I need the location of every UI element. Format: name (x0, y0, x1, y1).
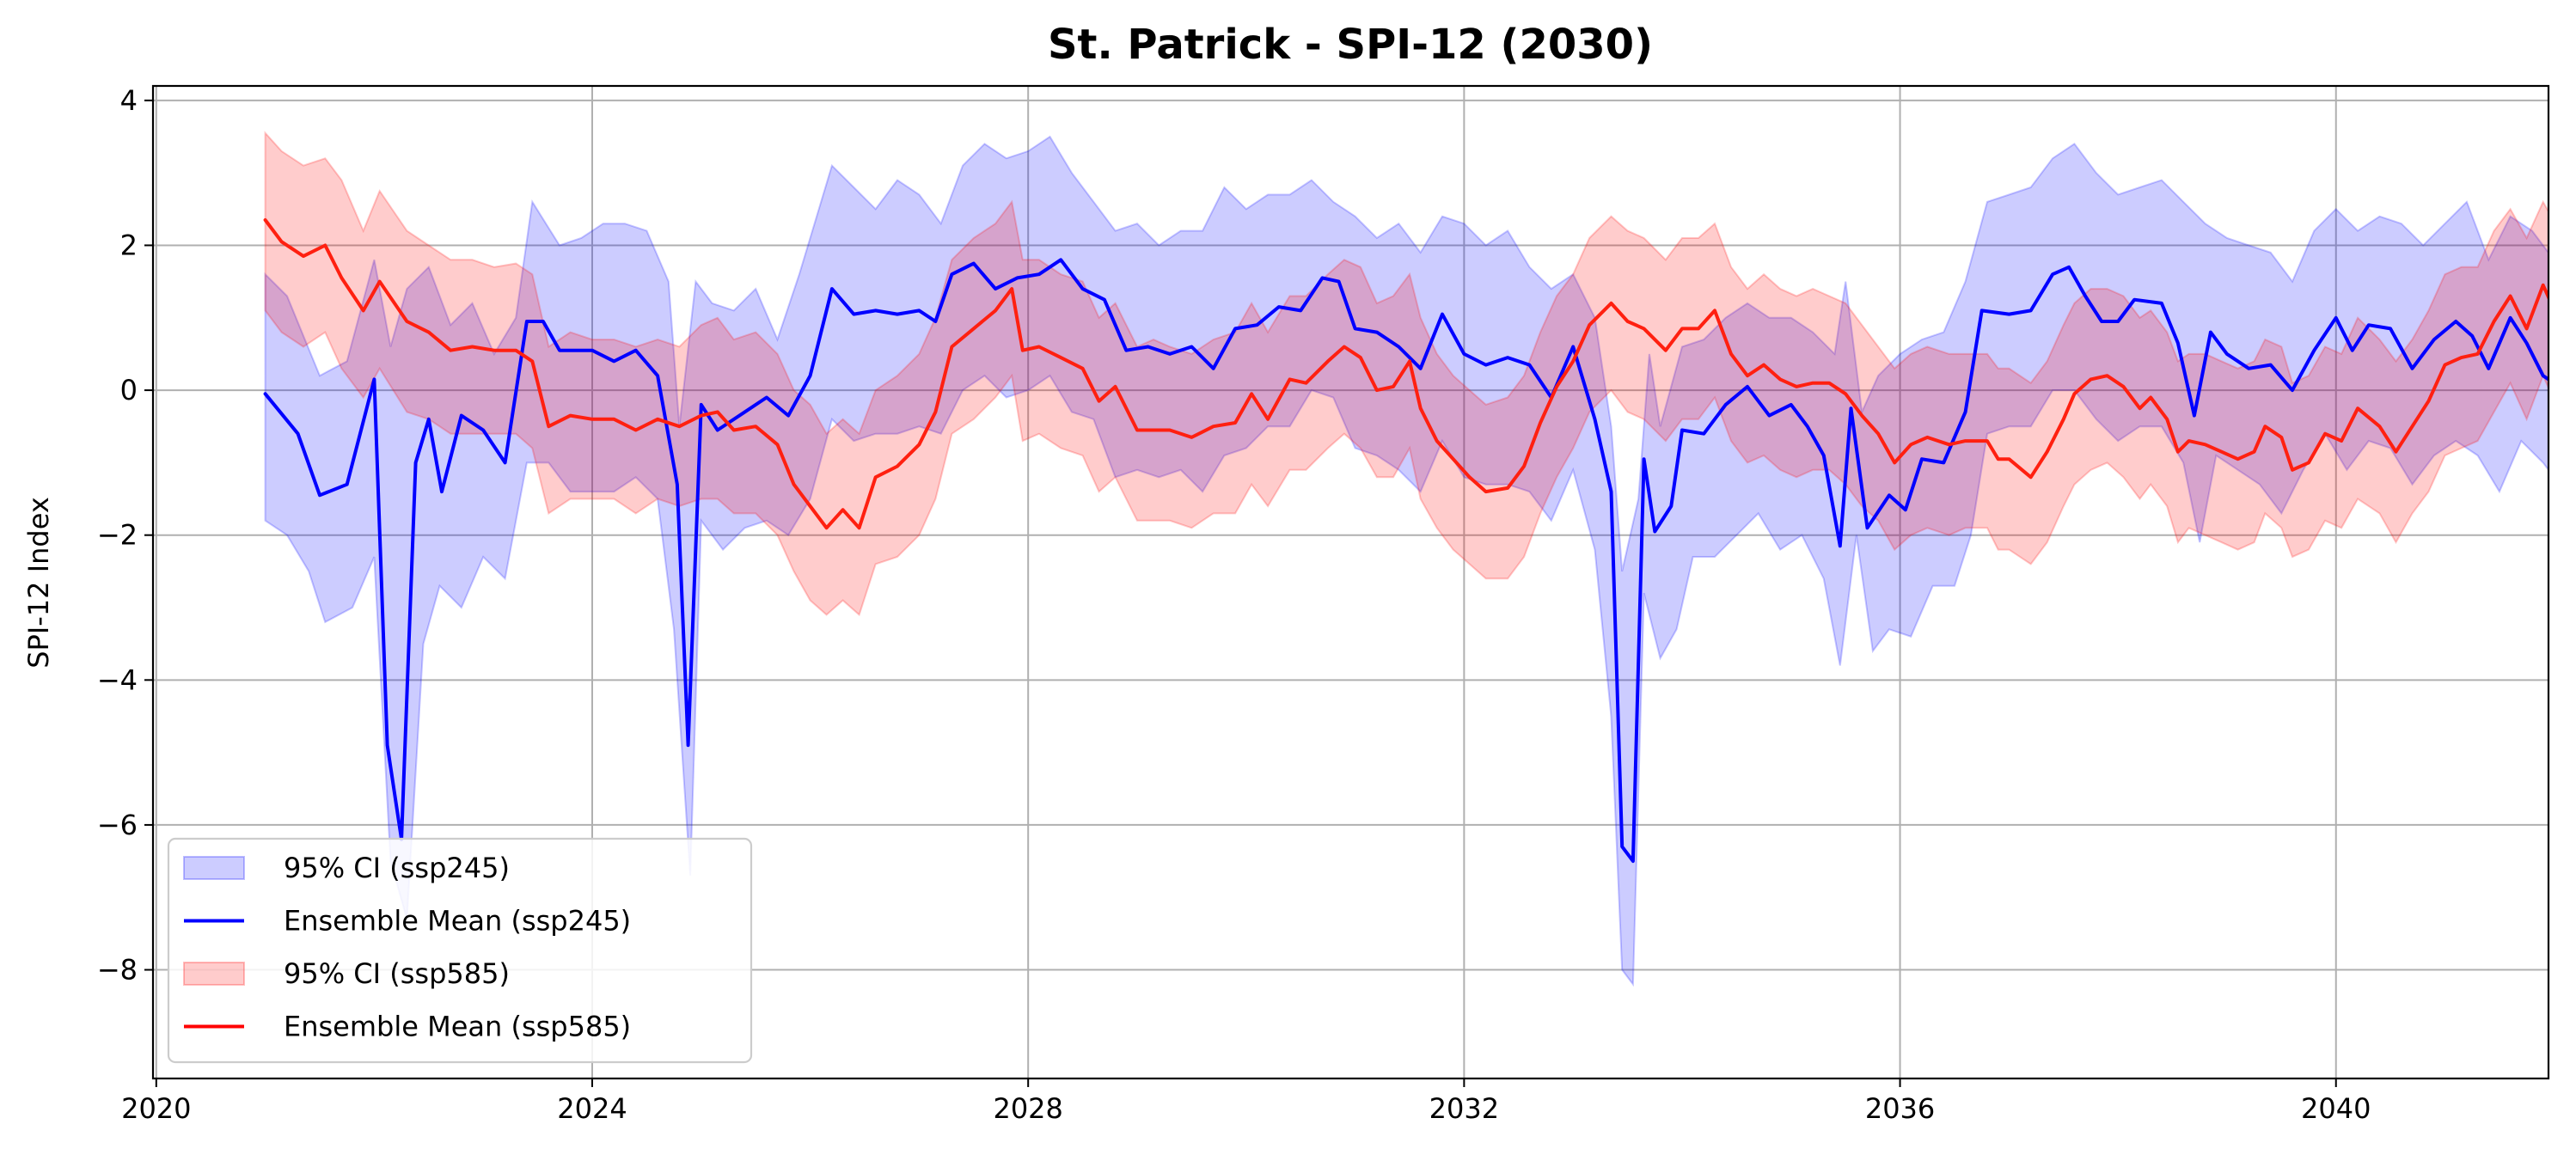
x-tick-label: 2032 (1429, 1092, 1499, 1125)
y-tick-label: −6 (97, 809, 138, 841)
axis-ticks: 2020 2024 2028 2032 2036 2040 4 2 0 −2 −4 −6 −8 (97, 84, 2371, 1125)
grid-lines (153, 86, 2548, 1078)
legend-label: Ensemble Mean (ssp585) (284, 1011, 631, 1043)
y-tick-label: 0 (120, 374, 138, 406)
legend: 95% CI (ssp245) Ensemble Mean (ssp245) 95%… (167, 837, 753, 1064)
legend-label: Ensemble Mean (ssp245) (284, 905, 631, 938)
mean-lines (263, 218, 2548, 864)
ci-band-ssp245 (264, 135, 2548, 987)
y-axis-label: SPI-12 Index (22, 497, 55, 669)
confidence-bands (264, 131, 2548, 987)
x-tick-label: 2020 (121, 1092, 191, 1125)
legend-swatch-band (183, 856, 245, 880)
x-tick-label: 2024 (557, 1092, 627, 1125)
legend-box (167, 837, 753, 1064)
y-tick-label: −8 (97, 954, 138, 987)
y-tick-label: −2 (97, 519, 138, 552)
ci-band-ssp585 (264, 131, 2548, 617)
x-tick-label: 2040 (2301, 1092, 2371, 1125)
legend-label: 95% CI (ssp245) (284, 852, 510, 884)
x-tick-label: 2036 (1865, 1092, 1935, 1125)
y-tick-label: 2 (120, 229, 138, 261)
legend-label: 95% CI (ssp585) (284, 957, 510, 990)
legend-swatch-band (183, 962, 245, 986)
mean-line-ssp585 (263, 218, 2548, 530)
plot-frame (151, 84, 2550, 1080)
x-tick-label: 2028 (993, 1092, 1062, 1125)
y-tick-label: 4 (120, 84, 138, 117)
y-tick-label: −4 (97, 663, 138, 696)
chart-title: St. Patrick - SPI-12 (2030) (1048, 21, 1653, 69)
